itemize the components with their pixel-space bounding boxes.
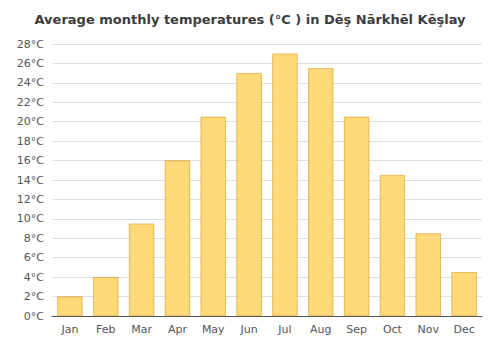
svg-text:Jan: Jan [60, 323, 78, 336]
svg-text:22°C: 22°C [17, 96, 44, 109]
svg-text:Sep: Sep [346, 323, 367, 336]
svg-text:Apr: Apr [168, 323, 188, 336]
svg-text:18°C: 18°C [17, 135, 44, 148]
svg-text:Mar: Mar [131, 323, 152, 336]
svg-text:0°C: 0°C [24, 310, 44, 323]
svg-text:8°C: 8°C [24, 232, 44, 245]
svg-text:Feb: Feb [96, 323, 115, 336]
svg-text:Dec: Dec [453, 323, 474, 336]
svg-text:10°C: 10°C [17, 212, 44, 225]
svg-text:2°C: 2°C [24, 290, 44, 303]
svg-text:4°C: 4°C [24, 271, 44, 284]
svg-text:Average monthly temperatures (: Average monthly temperatures (°C ) in Dē… [35, 12, 467, 27]
svg-text:20°C: 20°C [17, 115, 44, 128]
svg-text:Jul: Jul [277, 323, 291, 336]
svg-text:24°C: 24°C [17, 76, 44, 89]
svg-text:16°C: 16°C [17, 154, 44, 167]
svg-text:Oct: Oct [383, 323, 403, 336]
svg-text:Aug: Aug [310, 323, 331, 336]
svg-text:May: May [202, 323, 225, 336]
svg-text:28°C: 28°C [17, 38, 44, 51]
svg-text:26°C: 26°C [17, 57, 44, 70]
svg-text:Jun: Jun [239, 323, 257, 336]
svg-text:12°C: 12°C [17, 193, 44, 206]
svg-text:6°C: 6°C [24, 251, 44, 264]
svg-text:Nov: Nov [418, 323, 440, 336]
svg-text:14°C: 14°C [17, 174, 44, 187]
